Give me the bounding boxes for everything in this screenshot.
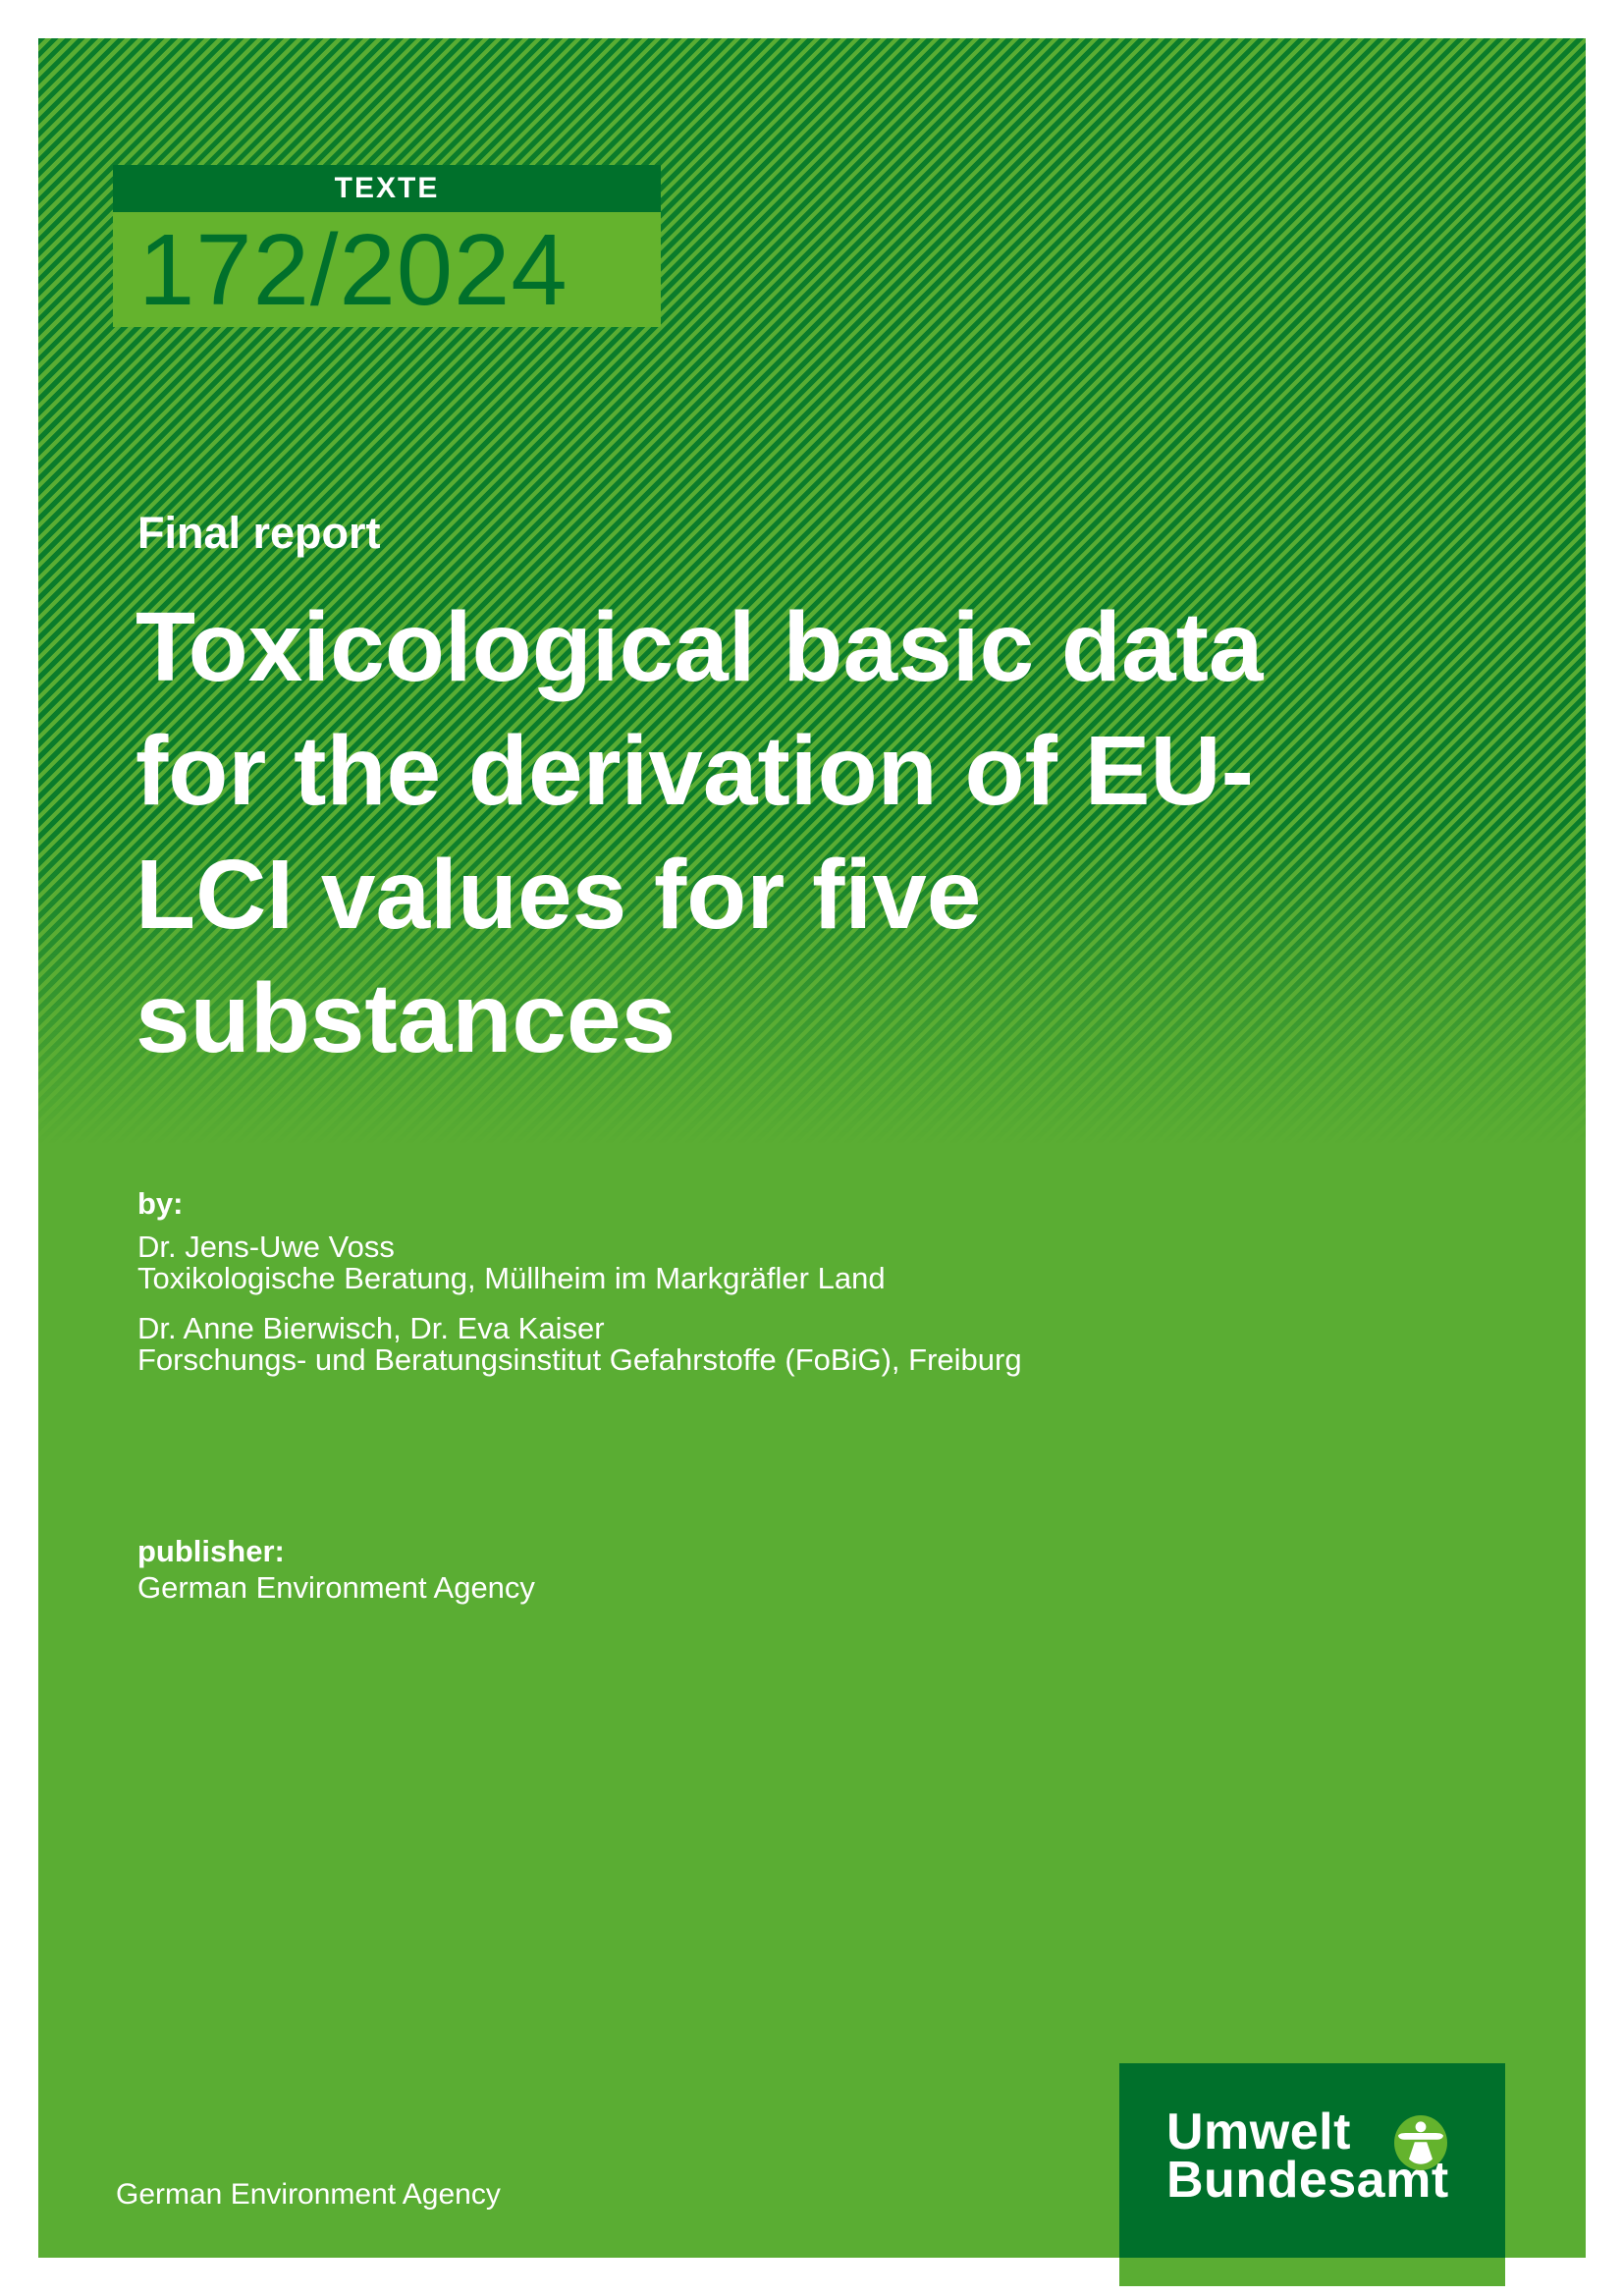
authors-label: by:	[137, 1186, 184, 1221]
footer-agency-name: German Environment Agency	[116, 2178, 501, 2211]
report-title: Toxicological basic data for the derivat…	[135, 585, 1530, 1080]
publisher-name: German Environment Agency	[137, 1570, 535, 1605]
uba-figure-icon	[1394, 2115, 1447, 2170]
report-title-line-2: for the derivation of EU-	[135, 716, 1254, 826]
publisher-block: publisher: German Environment Agency	[137, 1533, 1119, 1606]
author-names: Dr. Anne Bierwisch, Dr. Eva Kaiser	[137, 1311, 605, 1345]
author-affiliation: Toxikologische Beratung, Müllheim im Mar…	[137, 1261, 886, 1295]
series-banner: TEXTE	[113, 165, 661, 212]
report-title-line-3: LCI values for five	[135, 840, 982, 950]
publisher-label: publisher:	[137, 1534, 285, 1568]
issue-box: 172/2024	[113, 212, 661, 327]
author-group: Dr. Jens-Uwe Voss Toxikologische Beratun…	[137, 1231, 1414, 1294]
report-kicker: Final report	[137, 508, 381, 558]
uba-logo-block: Umwelt Bundesamt	[1119, 2063, 1505, 2258]
uba-logo-line2: Bundesamt	[1166, 2152, 1449, 2209]
report-title-line-1: Toxicological basic data	[135, 592, 1264, 702]
report-title-line-4: substances	[135, 963, 676, 1073]
authors-block: by: Dr. Jens-Uwe Voss Toxikologische Ber…	[137, 1188, 1414, 1394]
series-label: TEXTE	[334, 172, 440, 204]
uba-logo-wordmark: Umwelt Bundesamt	[1166, 2104, 1505, 2209]
author-affiliation: Forschungs- und Beratungsinstitut Gefahr…	[137, 1342, 1022, 1377]
uba-logo-line1: Umwelt	[1166, 2104, 1351, 2160]
cover-page-background: TEXTE 172/2024 Final report Toxicologica…	[38, 38, 1586, 2258]
author-names: Dr. Jens-Uwe Voss	[137, 1230, 395, 1264]
issue-number: 172/2024	[138, 212, 568, 326]
author-group: Dr. Anne Bierwisch, Dr. Eva Kaiser Forsc…	[137, 1313, 1414, 1376]
diagonal-hatch-pattern	[38, 38, 1586, 2258]
